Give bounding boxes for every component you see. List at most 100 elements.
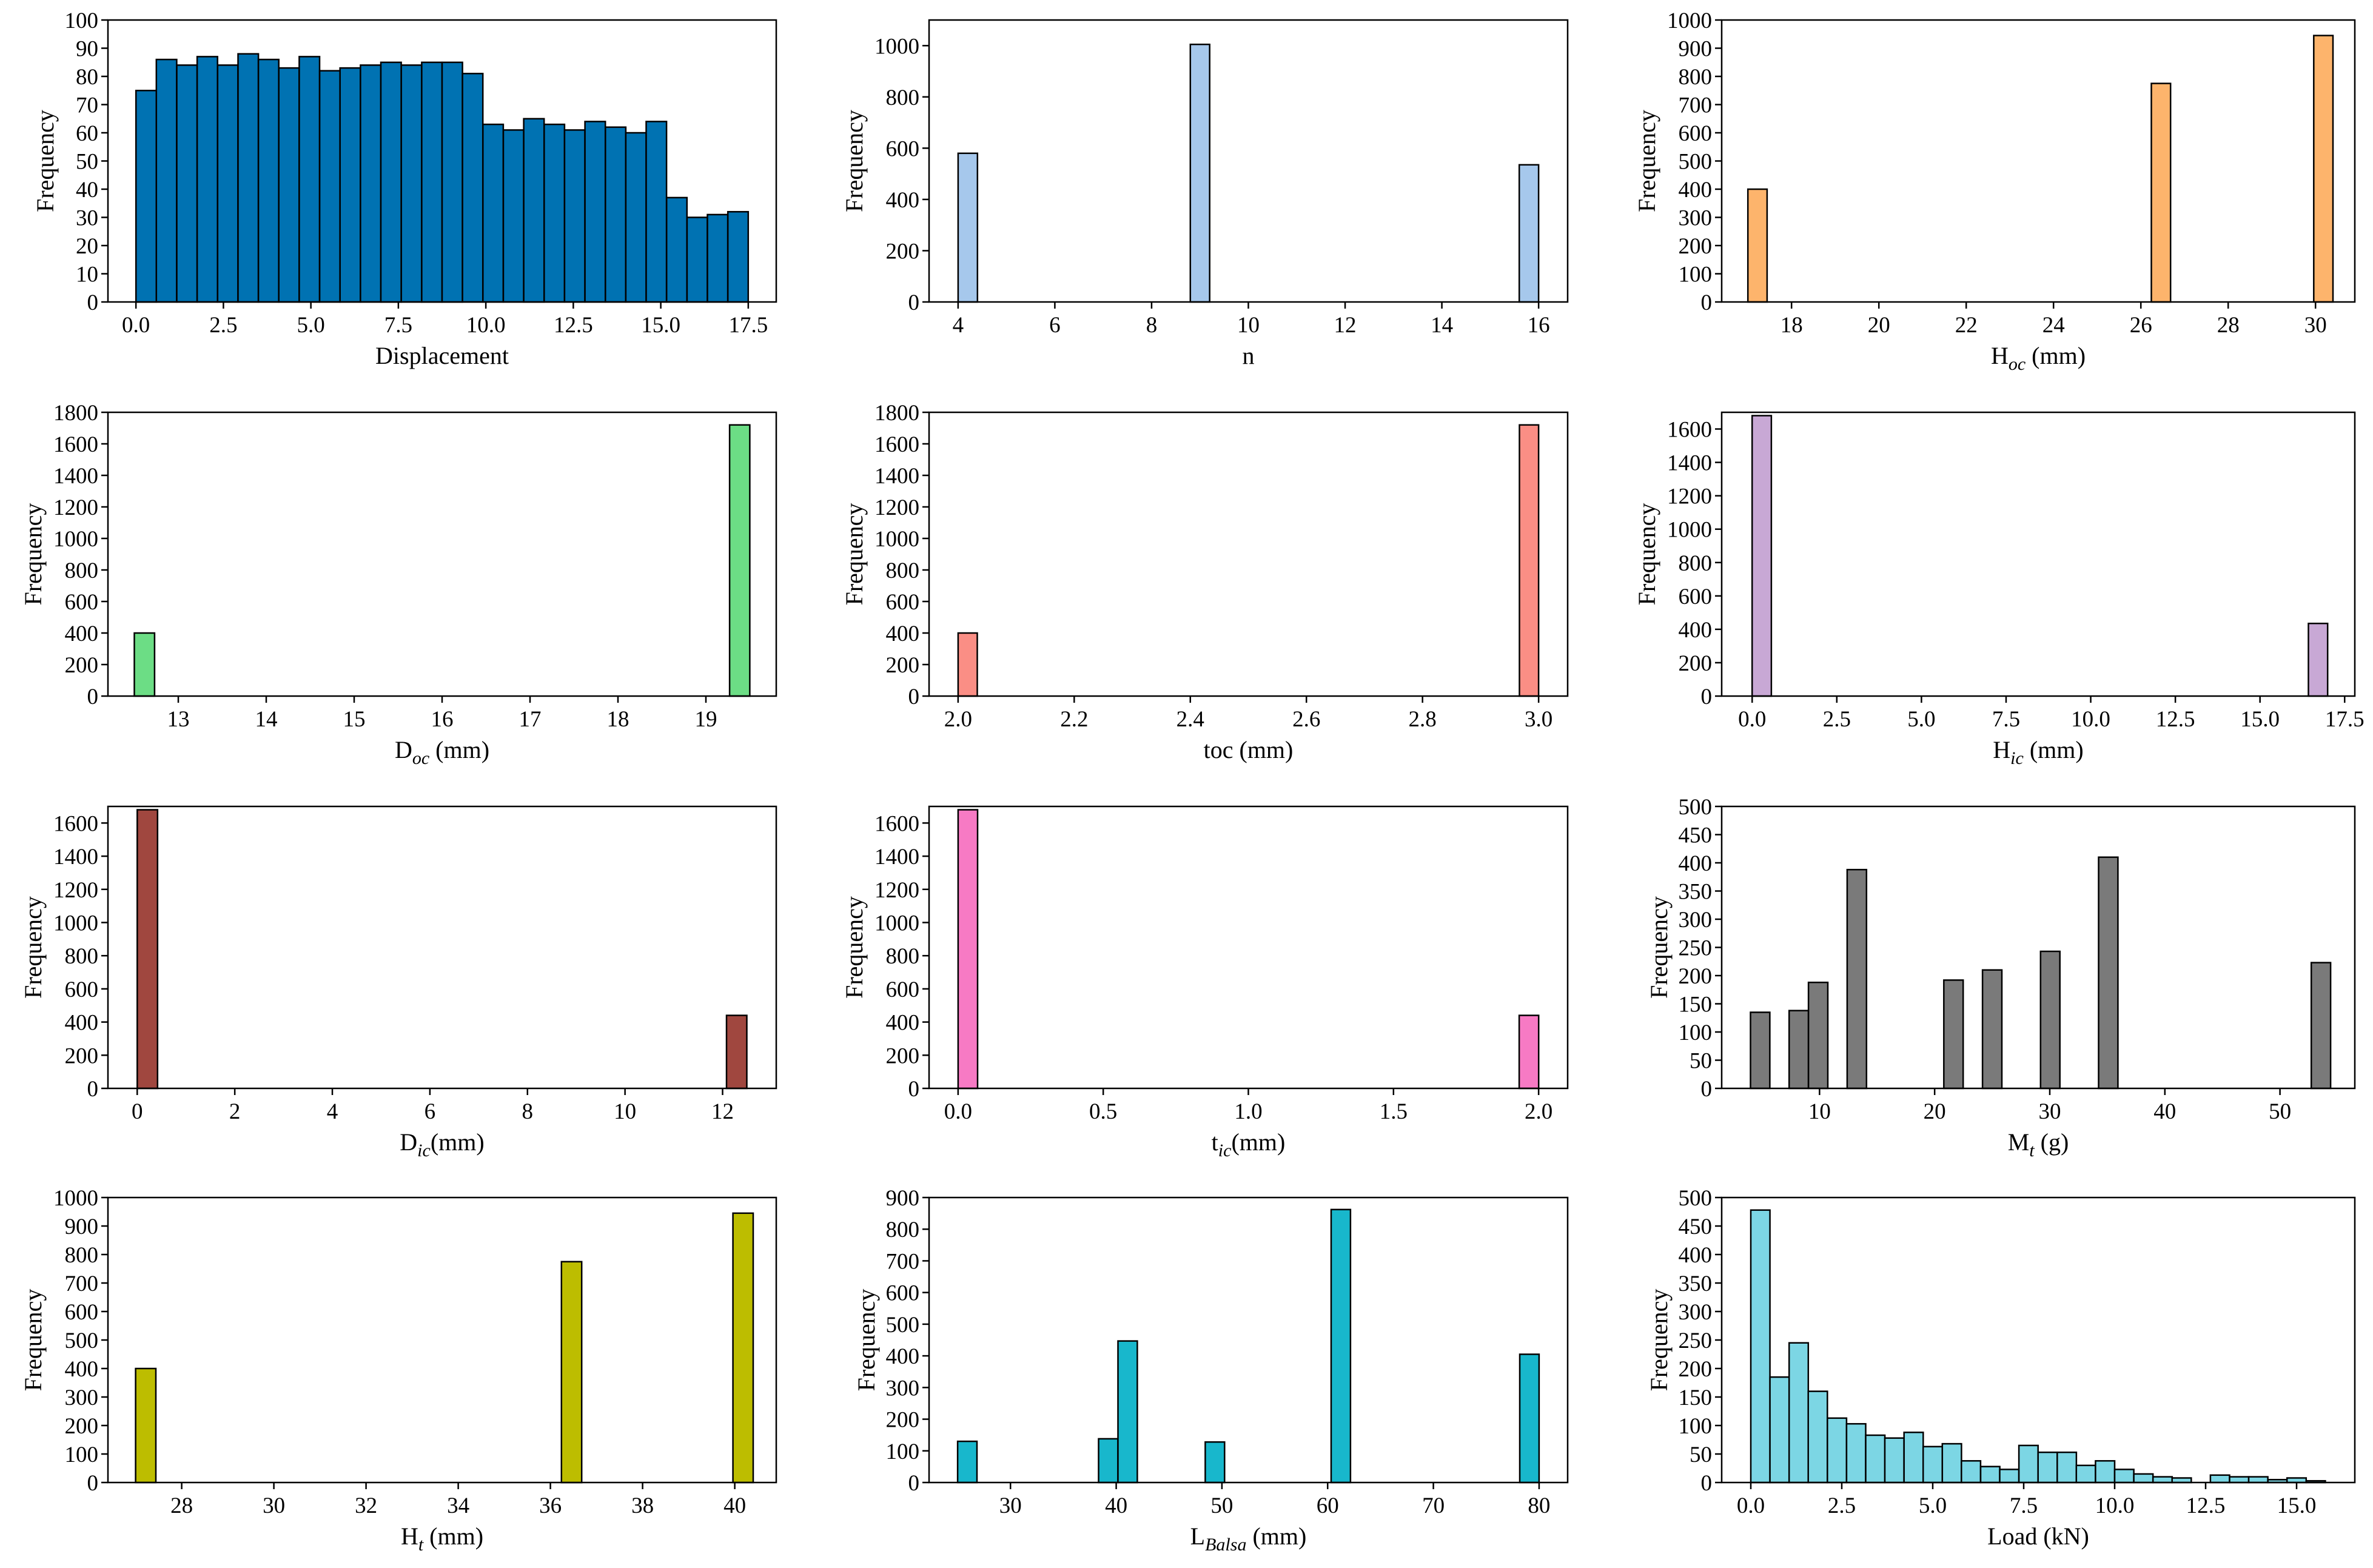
axes-frame <box>928 19 1569 303</box>
x-tick-label: 17 <box>519 707 542 732</box>
x-tick-label: 34 <box>447 1493 469 1518</box>
y-tick-label: 400 <box>1679 851 1713 876</box>
x-tick-label: 60 <box>1317 1493 1339 1518</box>
histogram-bar <box>523 118 545 303</box>
x-axis-label-main: H <box>401 1523 418 1550</box>
y-tick-label: 600 <box>1679 121 1713 146</box>
y-tick-label: 800 <box>886 944 920 969</box>
y-tick-label: 60 <box>76 121 98 146</box>
histogram-bar <box>257 58 280 303</box>
x-tick-label: 8 <box>1146 313 1158 338</box>
histogram-bar <box>2150 82 2172 303</box>
histogram-bar <box>360 64 382 303</box>
x-axis-label-subscript: Balsa <box>1205 1535 1246 1555</box>
y-tick-label: 500 <box>1679 150 1713 175</box>
y-axis-label: Frequency <box>853 1289 880 1392</box>
y-tick-label: 1200 <box>53 878 98 903</box>
x-tick-label: 15 <box>343 707 366 732</box>
x-tick-label: 16 <box>1528 313 1550 338</box>
y-tick-label: 350 <box>1679 880 1713 905</box>
histogram-bar <box>1827 1417 1848 1484</box>
x-tick-label: 12.5 <box>2156 707 2195 732</box>
x-axis-label-main: toc (mm) <box>1204 736 1294 763</box>
histogram-panel: 0.0 0.5 1.0 1.5 2.0 0 200 400 600 800 1000 1200 1400… <box>841 805 1569 1161</box>
y-tick-label: 400 <box>1679 178 1713 203</box>
x-tick-label: 2.0 <box>1525 1099 1552 1124</box>
histogram-panel: 18 20 22 24 26 28 3001002003004005006007008009… <box>1633 8 2356 374</box>
x-axis-label-main: H <box>1991 342 2009 369</box>
x-tick-label: 5.0 <box>1919 1493 1947 1518</box>
x-tick-label: 18 <box>607 707 629 732</box>
histogram-bar <box>237 53 260 303</box>
y-tick-label: 400 <box>886 1011 920 1036</box>
histogram-bar <box>725 1014 748 1090</box>
x-tick-label: 15.0 <box>2277 1493 2317 1518</box>
y-axis-label: Frequency <box>19 896 47 999</box>
y-tick-label: 600 <box>65 977 99 1002</box>
x-axis-label-main: t <box>1212 1128 1218 1156</box>
x-tick-label: 0.5 <box>1089 1099 1117 1124</box>
x-tick-label: 12.5 <box>2186 1493 2226 1518</box>
x-tick-label: 10.0 <box>466 313 506 338</box>
y-tick-label: 1800 <box>874 401 919 426</box>
histogram-bar <box>2247 1476 2269 1484</box>
x-axis-label: Hic (mm) <box>1993 736 2083 768</box>
histogram-bar <box>1943 979 1964 1090</box>
histogram-bar <box>1884 1437 1905 1484</box>
y-tick-label: 600 <box>886 590 920 615</box>
x-tick-label: 30 <box>999 1493 1022 1518</box>
histogram-bar <box>1519 1353 1540 1484</box>
y-axis-label: Frequency <box>1645 896 1673 999</box>
histogram-bar <box>2209 1474 2230 1484</box>
x-tick-label: 36 <box>539 1493 562 1518</box>
y-tick-label: 1400 <box>874 464 919 489</box>
histogram-bar <box>1751 415 1773 697</box>
y-tick-label: 150 <box>1679 993 1713 1017</box>
y-tick-label: 800 <box>1679 551 1713 576</box>
x-tick-label: 38 <box>631 1493 654 1518</box>
y-tick-label: 0 <box>1701 1471 1713 1496</box>
histogram-bar <box>1330 1208 1352 1484</box>
histogram-bar <box>1979 1466 2001 1484</box>
y-tick-label: 0 <box>1701 290 1713 315</box>
x-tick-label: 12.5 <box>554 313 593 338</box>
y-tick-label: 600 <box>1679 585 1713 609</box>
y-tick-label: 300 <box>1679 1300 1713 1325</box>
y-tick-label: 1000 <box>874 527 919 552</box>
y-tick-label: 200 <box>1679 651 1713 676</box>
x-tick-label: 26 <box>2130 313 2152 338</box>
y-tick-label: 1400 <box>53 845 98 869</box>
histogram-bar <box>1518 1014 1540 1090</box>
histogram-bar <box>1981 969 2003 1090</box>
histogram-bar <box>2133 1473 2154 1484</box>
x-tick-label: 5.0 <box>1907 707 1935 732</box>
y-tick-label: 0 <box>87 1077 99 1102</box>
x-tick-label: 50 <box>2269 1099 2291 1124</box>
y-tick-label: 800 <box>886 558 920 583</box>
x-tick-label: 0.0 <box>944 1099 972 1124</box>
histogram-bar <box>1788 1342 1810 1484</box>
histogram-bar <box>2152 1476 2173 1484</box>
y-tick-label: 400 <box>65 1357 99 1382</box>
histogram-bar <box>1518 164 1540 303</box>
histogram-bar <box>1807 981 1829 1090</box>
x-tick-label: 10.0 <box>2071 707 2110 732</box>
y-tick-label: 1000 <box>53 1186 98 1211</box>
x-tick-label: 19 <box>695 707 717 732</box>
x-axis-label: Doc (mm) <box>395 736 489 768</box>
y-axis-label: Frequency <box>1633 503 1660 606</box>
x-tick-label: 70 <box>1422 1493 1445 1518</box>
y-tick-label: 0 <box>87 1471 99 1496</box>
y-tick-label: 1000 <box>53 911 98 936</box>
x-axis-label-unit: (mm) <box>1231 1128 1285 1156</box>
x-tick-label: 12 <box>1334 313 1357 338</box>
histogram-bar <box>380 61 402 303</box>
y-tick-label: 200 <box>65 653 99 678</box>
histogram-bar <box>2018 1444 2039 1484</box>
histogram-bar <box>339 67 361 303</box>
histogram-panel: 0 2 4 6 8 10 12 0 200 400 600 800 1000 1200 1400 1600 Fr… <box>19 805 777 1161</box>
histogram-bar <box>1747 188 1768 303</box>
y-tick-label: 500 <box>1679 1186 1713 1211</box>
y-tick-label: 80 <box>76 65 98 90</box>
